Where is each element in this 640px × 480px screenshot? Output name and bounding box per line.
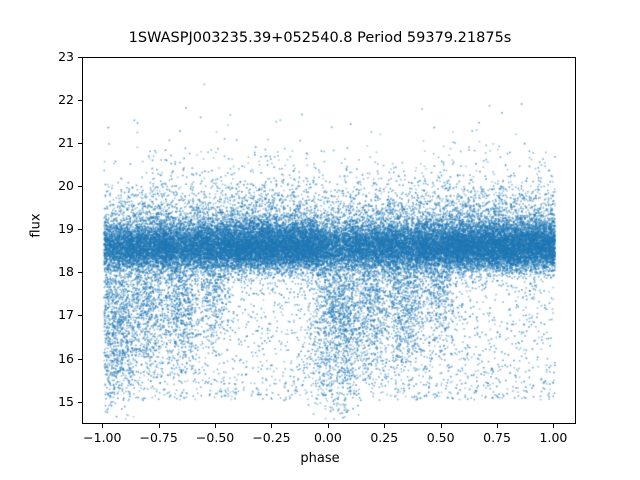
y-tick-label: 21 — [58, 135, 74, 151]
y-tick-mark — [78, 186, 82, 188]
y-tick-label: 18 — [58, 264, 74, 280]
x-tick-mark — [102, 424, 104, 428]
x-tick-mark — [327, 424, 329, 428]
y-tick-label: 19 — [58, 221, 74, 237]
x-tick-mark — [215, 424, 217, 428]
x-tick-label: 0.50 — [426, 430, 455, 445]
x-tick-label: 1.00 — [539, 430, 568, 445]
plot-axes — [82, 57, 576, 424]
y-tick-mark — [78, 272, 82, 274]
x-tick-label: −0.25 — [252, 430, 291, 445]
x-tick-label: 0.00 — [313, 430, 342, 445]
y-tick-mark — [78, 358, 82, 360]
y-tick-label: 23 — [58, 49, 74, 64]
x-tick-mark — [553, 424, 555, 428]
x-tick-label: −0.75 — [139, 430, 178, 445]
x-tick-label: 0.25 — [370, 430, 399, 445]
y-tick-mark — [78, 401, 82, 403]
y-tick-mark — [78, 57, 82, 58]
y-tick-label: 20 — [58, 178, 74, 194]
x-tick-label: 0.75 — [483, 430, 511, 445]
y-tick-label: 17 — [58, 307, 74, 323]
y-tick-mark — [78, 315, 82, 317]
y-axis-label: flux — [28, 213, 44, 238]
x-tick-mark — [384, 424, 386, 428]
x-tick-mark — [440, 424, 442, 428]
y-tick-label: 16 — [58, 350, 74, 366]
x-tick-label: −1.00 — [83, 430, 122, 445]
y-tick-mark — [78, 229, 82, 231]
x-tick-label: −0.50 — [195, 430, 235, 445]
y-tick-mark — [78, 143, 82, 145]
y-tick-label: 22 — [58, 92, 74, 108]
x-tick-mark — [497, 424, 499, 428]
y-tick-label: 15 — [58, 393, 74, 409]
scatter-points-layer — [83, 58, 575, 423]
x-axis-label: phase — [300, 451, 340, 466]
chart-title: 1SWASPJ003235.39+052540.8 Period 59379.2… — [128, 30, 512, 46]
y-tick-mark — [78, 100, 82, 102]
x-tick-mark — [158, 424, 160, 428]
x-tick-mark — [271, 424, 273, 428]
